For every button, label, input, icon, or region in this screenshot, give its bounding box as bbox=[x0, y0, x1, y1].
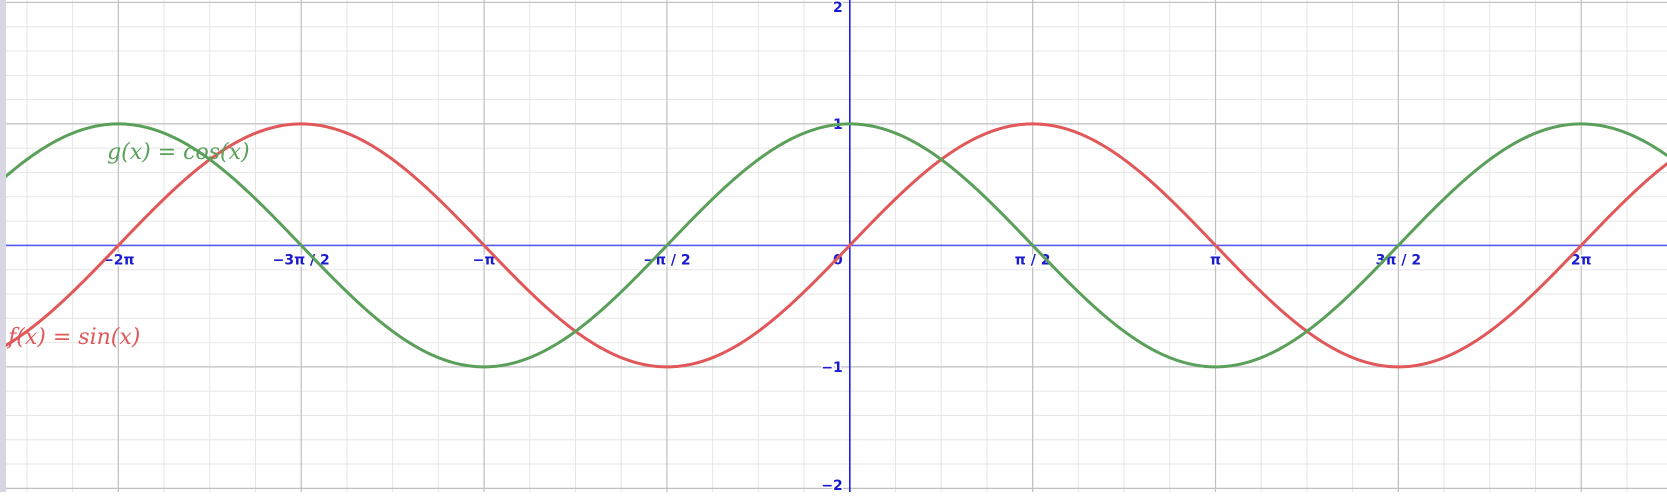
x-tick-label: −2π bbox=[102, 252, 135, 268]
x-tick-label: 2π bbox=[1571, 252, 1592, 268]
y-tick-labels: −2−112 bbox=[820, 0, 844, 496]
sin-curve bbox=[0, 122, 1667, 369]
y-tick-label: −2 bbox=[821, 478, 842, 492]
cos-curve bbox=[0, 122, 1667, 369]
y-tick-label: −1 bbox=[821, 360, 842, 376]
curves bbox=[0, 122, 1667, 369]
x-tick-label: −π bbox=[473, 252, 496, 268]
cos-curve-label: g(x) = cos(x) bbox=[107, 140, 250, 165]
panel-resize-handle[interactable] bbox=[0, 0, 6, 492]
curve-labels: g(x) = cos(x) f(x) = sin(x) bbox=[6, 140, 249, 350]
x-tick-label: −3π / 2 bbox=[273, 252, 330, 268]
sin-curve-label: f(x) = sin(x) bbox=[6, 325, 140, 350]
x-tick-label: π bbox=[1210, 252, 1221, 268]
x-tick-label: −π / 2 bbox=[643, 252, 690, 268]
y-tick-label: 2 bbox=[833, 0, 843, 16]
